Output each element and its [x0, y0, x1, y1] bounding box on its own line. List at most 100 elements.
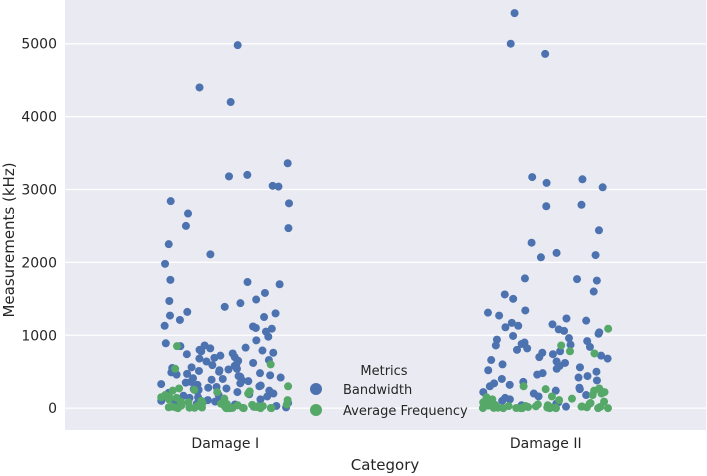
bandwidth-point	[206, 250, 215, 259]
bandwidth-point	[589, 287, 598, 296]
bandwidth-point	[195, 83, 204, 92]
bandwidth-point	[258, 346, 267, 355]
bandwidth-point	[276, 373, 285, 382]
bandwidth-point	[233, 41, 242, 50]
average-frequency-point	[157, 393, 166, 402]
bandwidth-point	[498, 360, 507, 369]
bandwidth-point	[514, 321, 523, 330]
average-frequency-point	[165, 395, 174, 404]
bandwidth-point	[165, 311, 174, 320]
y-tick-label: 1000	[21, 328, 57, 344]
bandwidth-point	[183, 369, 192, 378]
bandwidth-point	[484, 366, 493, 375]
bandwidth-point	[517, 340, 526, 348]
average-frequency-point	[266, 360, 275, 369]
bandwidth-point	[520, 274, 529, 283]
bandwidth-point	[542, 202, 551, 211]
bandwidth-point	[220, 302, 229, 311]
bandwidth-point	[182, 350, 191, 359]
average-frequency-point	[499, 404, 508, 413]
bandwidth-point	[509, 294, 518, 303]
y-tick-label: 4000	[21, 110, 57, 126]
average-frequency-point	[545, 404, 554, 413]
bandwidth-point	[260, 288, 269, 297]
bandwidth-point	[591, 251, 600, 260]
average-frequency-point	[256, 404, 265, 413]
bandwidth-point	[184, 209, 193, 218]
bandwidth-point	[509, 331, 518, 340]
bandwidth-point	[264, 332, 273, 341]
bandwidth-point	[562, 402, 571, 411]
bandwidth-point	[216, 351, 225, 360]
bandwidth-point	[256, 395, 265, 404]
bandwidth-point	[236, 299, 245, 308]
average-frequency-point	[198, 403, 207, 412]
bandwidth-point	[175, 315, 184, 324]
bandwidth-point	[160, 321, 169, 330]
average-frequency-point	[213, 388, 222, 397]
bandwidth-point	[528, 173, 537, 182]
bandwidth-point	[181, 378, 190, 387]
average-frequency-point	[541, 385, 550, 394]
y-tick-label: 3000	[21, 182, 57, 198]
y-tick-label: 0	[48, 401, 57, 417]
bandwidth-point	[226, 98, 235, 107]
bandwidth-point	[166, 197, 175, 206]
average-frequency-point	[594, 404, 603, 413]
bandwidth-point	[274, 182, 283, 191]
average-frequency-point	[531, 402, 540, 411]
bandwidth-point	[222, 384, 231, 393]
bandwidth-point	[218, 374, 227, 383]
average-frequency-point	[597, 389, 606, 398]
average-frequency-point	[284, 382, 293, 391]
x-tick-label: Damage I	[191, 436, 259, 452]
bandwidth-point	[498, 396, 507, 405]
bandwidth-point	[552, 248, 561, 257]
average-frequency-point	[552, 404, 561, 413]
average-frequency-point	[173, 404, 182, 413]
bandwidth-point	[573, 275, 582, 284]
average-frequency-point	[282, 400, 291, 409]
average-frequency-point	[168, 386, 177, 395]
average-frequency-point	[604, 324, 613, 333]
bandwidth-point	[603, 354, 612, 363]
bandwidth-point	[224, 172, 233, 181]
bandwidth-point	[564, 334, 573, 343]
bandwidth-point	[252, 336, 261, 345]
x-axis: Damage I Damage II	[191, 436, 581, 452]
bandwidth-point	[161, 259, 170, 268]
bandwidth-point	[501, 323, 510, 332]
average-frequency-point	[164, 403, 173, 412]
bandwidth-point	[197, 347, 206, 356]
average-frequency-point	[582, 403, 591, 412]
bandwidth-point	[215, 367, 224, 376]
bandwidth-point	[161, 339, 170, 348]
bandwidth-point	[256, 369, 265, 378]
bandwidth-point	[552, 364, 561, 373]
bandwidth-point	[507, 318, 516, 327]
bandwidth-point	[597, 351, 606, 360]
bandwidth-point	[255, 382, 264, 391]
bandwidth-point	[512, 345, 521, 354]
bandwidth-point	[195, 354, 204, 363]
bandwidth-point	[206, 344, 215, 353]
bandwidth-point	[194, 366, 203, 375]
bandwidth-point	[582, 316, 591, 325]
bandwidth-point	[224, 365, 233, 374]
average-frequency-point	[175, 384, 184, 393]
x-axis-label: Category	[351, 456, 420, 474]
bandwidth-point	[268, 181, 277, 190]
bandwidth-point	[598, 183, 607, 192]
bandwidth-point	[233, 388, 242, 397]
average-frequency-point	[244, 389, 253, 398]
bandwidth-point	[187, 363, 196, 372]
bandwidth-point	[202, 357, 211, 366]
average-frequency-point	[172, 342, 181, 351]
bandwidth-point	[592, 376, 601, 385]
bandwidth-point	[485, 382, 494, 391]
bandwidth-point	[506, 39, 515, 48]
bandwidth-point	[284, 224, 293, 233]
average-frequency-point	[547, 392, 556, 401]
bandwidth-point	[165, 297, 174, 305]
